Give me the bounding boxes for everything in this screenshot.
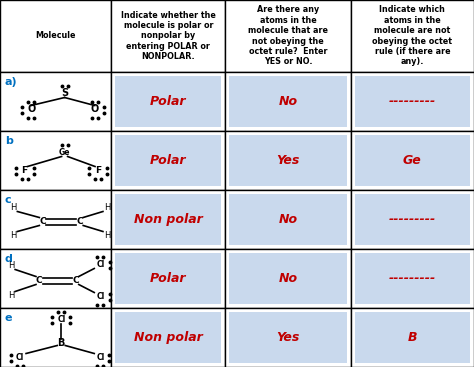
Bar <box>351 131 474 190</box>
Text: a): a) <box>5 77 18 87</box>
Text: Yes: Yes <box>276 154 300 167</box>
Text: d: d <box>5 254 13 264</box>
Bar <box>225 190 351 249</box>
Text: Cl: Cl <box>96 353 104 362</box>
Text: Non polar: Non polar <box>134 331 203 344</box>
Bar <box>115 135 221 186</box>
Text: H: H <box>104 231 110 240</box>
Bar <box>111 72 225 131</box>
Text: Cl: Cl <box>96 260 104 269</box>
Bar <box>111 308 225 367</box>
Text: Yes: Yes <box>276 331 300 344</box>
Bar <box>0 308 111 367</box>
Text: H: H <box>104 203 110 212</box>
Text: B: B <box>57 338 65 348</box>
Bar <box>351 308 474 367</box>
Bar <box>225 131 351 190</box>
Bar <box>115 76 221 127</box>
Text: No: No <box>278 272 298 285</box>
Bar <box>111 131 225 190</box>
Text: H: H <box>8 261 14 270</box>
Bar <box>0 190 111 249</box>
Bar <box>351 72 474 131</box>
Text: C: C <box>73 276 79 285</box>
Bar <box>355 253 470 304</box>
Bar <box>355 312 470 363</box>
Bar <box>229 194 347 245</box>
Text: Indicate which
atoms in the
molecule are not
obeying the octet
rule (if there ar: Indicate which atoms in the molecule are… <box>373 6 452 66</box>
Text: Ge: Ge <box>403 154 422 167</box>
Text: Ge: Ge <box>59 148 70 157</box>
Bar <box>229 253 347 304</box>
Text: B: B <box>408 331 417 344</box>
Text: Non polar: Non polar <box>134 213 203 226</box>
Text: Polar: Polar <box>150 272 187 285</box>
Bar <box>111 249 225 308</box>
Text: e: e <box>5 313 12 323</box>
Text: H: H <box>10 231 17 240</box>
Bar <box>225 249 351 308</box>
Bar <box>351 190 474 249</box>
Text: Molecule: Molecule <box>36 32 76 40</box>
Text: c: c <box>5 195 12 205</box>
Bar <box>351 0 474 72</box>
Bar <box>111 0 225 72</box>
Text: Polar: Polar <box>150 95 187 108</box>
Bar <box>225 0 351 72</box>
Bar <box>225 308 351 367</box>
Bar <box>225 72 351 131</box>
Text: Indicate whether the
molecule is polar or
nonpolar by
entering POLAR or
NONPOLAR: Indicate whether the molecule is polar o… <box>121 11 216 61</box>
Text: C: C <box>39 217 46 226</box>
Text: O: O <box>27 105 36 115</box>
Text: b: b <box>5 136 13 146</box>
Text: Polar: Polar <box>150 154 187 167</box>
Bar <box>115 312 221 363</box>
Text: No: No <box>278 95 298 108</box>
Text: ---------: --------- <box>389 213 436 226</box>
Bar <box>0 131 111 190</box>
Text: No: No <box>278 213 298 226</box>
Bar <box>355 194 470 245</box>
Text: S: S <box>61 88 68 98</box>
Text: ---------: --------- <box>389 95 436 108</box>
Bar <box>0 249 111 308</box>
Text: H: H <box>8 291 14 300</box>
Bar <box>0 72 111 131</box>
Bar <box>355 135 470 186</box>
Text: C: C <box>36 276 42 285</box>
Bar <box>229 76 347 127</box>
Bar <box>229 135 347 186</box>
Text: Are there any
atoms in the
molecule that are
not obeying the
octet rule?  Enter
: Are there any atoms in the molecule that… <box>248 6 328 66</box>
Bar <box>355 76 470 127</box>
Bar <box>351 249 474 308</box>
Text: H: H <box>10 203 17 212</box>
Text: Cl: Cl <box>96 292 104 301</box>
Bar <box>115 194 221 245</box>
Text: F: F <box>21 166 27 175</box>
Bar <box>0 0 111 72</box>
Text: F: F <box>95 166 101 175</box>
Bar <box>111 190 225 249</box>
Text: O: O <box>91 105 99 115</box>
Bar <box>229 312 347 363</box>
Text: Cl: Cl <box>57 315 65 324</box>
Text: Cl: Cl <box>16 353 24 362</box>
Text: ---------: --------- <box>389 272 436 285</box>
Bar <box>115 253 221 304</box>
Text: C: C <box>77 217 83 226</box>
